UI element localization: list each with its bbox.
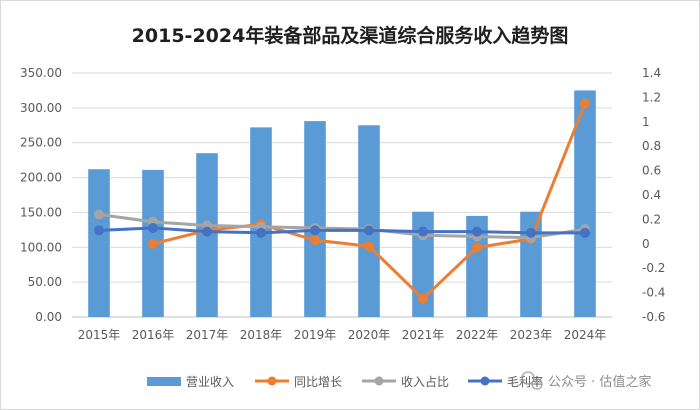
bar-revenue [466, 215, 488, 317]
point-yoy-growth [310, 235, 320, 246]
legend: 营业收入 同比增长 收入占比 毛利率 [147, 374, 543, 389]
point-gross-margin [418, 226, 428, 237]
x-tick-label: 2018年 [240, 328, 283, 342]
right-tick-label: 0.6 [642, 164, 661, 178]
line-revenue-share [97, 213, 587, 240]
point-yoy-growth [148, 238, 158, 249]
right-tick-label: 0.2 [642, 212, 661, 226]
x-tick-label: 2022年 [456, 328, 499, 342]
bar-revenue [520, 211, 542, 317]
point-gross-margin [472, 226, 482, 237]
bar-revenue [358, 125, 380, 318]
right-tick-label: 0.4 [642, 188, 661, 202]
point-gross-margin [580, 227, 590, 238]
left-tick-label: 300.00 [20, 101, 62, 115]
point-yoy-growth [364, 241, 374, 252]
legend-label-share: 收入占比 [401, 374, 449, 389]
right-axis-ticks: -0.6 -0.4 -0.2 0 0.2 0.4 0.6 0.8 1 1.2 1.4 [642, 66, 665, 324]
left-tick-label: 250.00 [20, 136, 62, 150]
x-tick-label: 2015年 [78, 328, 121, 342]
legend-marker-margin [480, 376, 490, 386]
point-yoy-growth [418, 293, 428, 304]
line-series [94, 98, 590, 304]
point-gross-margin [202, 226, 212, 237]
x-tick-label: 2016年 [132, 328, 175, 342]
bar-revenue [304, 121, 326, 317]
point-yoy-growth [472, 242, 482, 253]
left-tick-label: 0.00 [35, 310, 62, 324]
point-yoy-growth [580, 98, 590, 109]
point-gross-margin [256, 227, 266, 238]
x-tick-label: 2021年 [402, 328, 445, 342]
legend-label-revenue: 营业收入 [186, 375, 234, 389]
left-tick-label: 150.00 [20, 205, 62, 219]
right-tick-label: 1.4 [642, 66, 661, 80]
x-axis-ticks: 2015年 2016年 2017年 2018年 2019年 2020年 2021年 2022年… [78, 328, 607, 342]
wechat-icon [521, 371, 535, 385]
x-tick-label: 2023年 [510, 328, 553, 342]
legend-swatch-revenue [147, 377, 181, 386]
watermark-text: 公众号 · 估值之家 [548, 374, 651, 390]
point-gross-margin [94, 225, 104, 236]
point-gross-margin [364, 225, 374, 236]
right-tick-label: -0.4 [642, 286, 665, 300]
legend-label-margin: 毛利率 [507, 374, 543, 389]
legend-marker-share [374, 376, 384, 386]
legend-label-yoy: 同比增长 [294, 375, 342, 389]
point-gross-margin [310, 225, 320, 236]
x-tick-label: 2024年 [564, 328, 607, 342]
left-axis-ticks: 0.00 50.00 100.00 150.00 200.00 250.00 300.00 3… [20, 66, 62, 324]
wechat-icon-bubble [531, 378, 543, 390]
x-tick-label: 2017年 [186, 328, 229, 342]
right-tick-label: -0.6 [642, 310, 665, 324]
right-tick-label: -0.2 [642, 261, 665, 275]
left-tick-label: 50.00 [28, 275, 62, 289]
left-tick-label: 350.00 [20, 66, 62, 80]
bar-revenue [88, 169, 110, 317]
bar-revenue [574, 90, 596, 317]
point-gross-margin [148, 222, 158, 233]
legend-marker-yoy [267, 376, 277, 386]
left-tick-label: 100.00 [20, 240, 62, 254]
bar-revenue [412, 211, 434, 317]
right-tick-label: 0.8 [642, 139, 661, 153]
right-tick-label: 1.2 [642, 90, 661, 104]
point-gross-margin [526, 227, 536, 238]
line-gross-margin [97, 226, 587, 235]
chart-title: 2015-2024年装备部品及渠道综合服务收入趋势图 [132, 24, 569, 47]
right-tick-label: 0 [642, 237, 650, 251]
watermark: 公众号 · 估值之家 [521, 371, 651, 390]
x-tick-label: 2020年 [348, 328, 391, 342]
right-tick-label: 1 [642, 115, 650, 129]
left-tick-label: 200.00 [20, 171, 62, 185]
point-revenue-share [94, 209, 104, 220]
x-tick-label: 2019年 [294, 328, 337, 342]
